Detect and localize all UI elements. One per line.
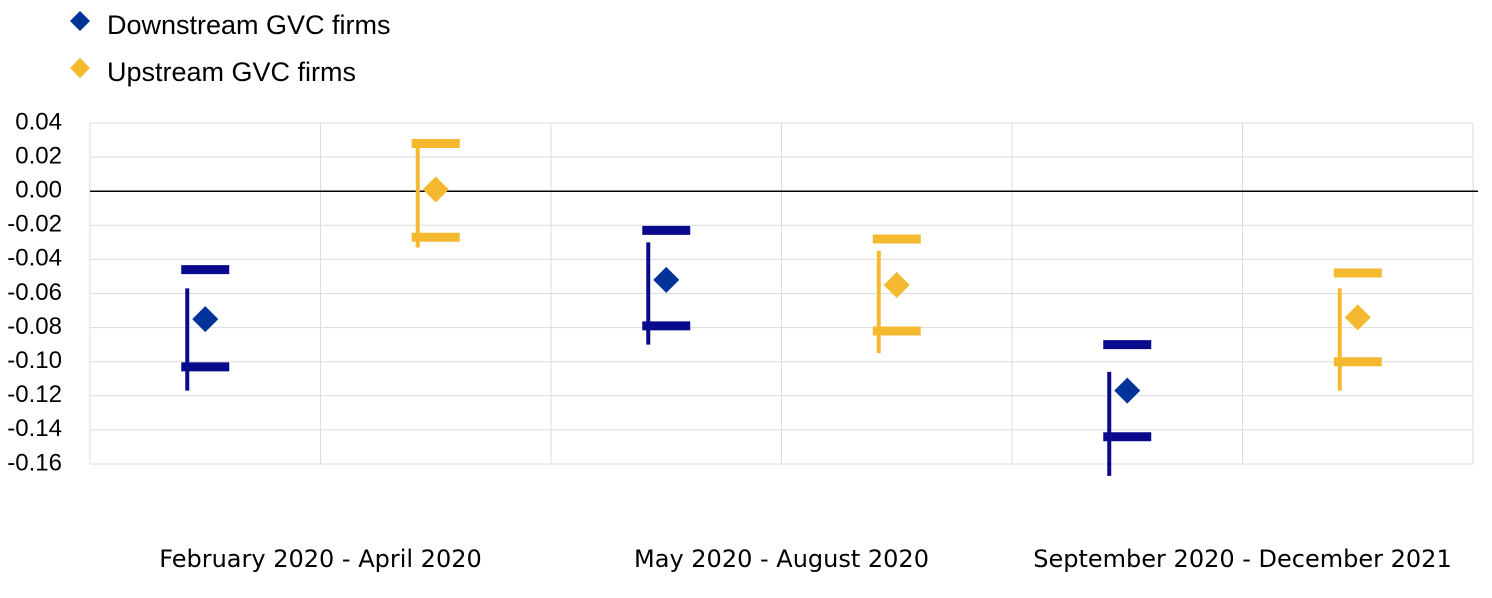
x-tick-label: May 2020 - August 2020 xyxy=(634,545,929,573)
y-tick-label: -0.16 xyxy=(7,449,62,476)
point-estimate xyxy=(422,176,449,203)
y-tick-label: 0.00 xyxy=(15,177,62,204)
y-tick-label: -0.10 xyxy=(7,347,62,374)
y-tick-label: 0.04 xyxy=(15,108,62,135)
x-tick-label: February 2020 - April 2020 xyxy=(159,545,482,573)
y-tick-label: -0.12 xyxy=(7,381,62,408)
y-tick-label: -0.04 xyxy=(7,245,62,272)
y-tick-label: -0.14 xyxy=(7,415,62,442)
point-estimate xyxy=(1114,377,1141,404)
legend-label: Downstream GVC firms xyxy=(107,10,391,40)
point-estimate xyxy=(883,271,910,298)
y-tick-label: -0.06 xyxy=(7,279,62,306)
point-estimate xyxy=(192,306,219,333)
x-tick-label: September 2020 - December 2021 xyxy=(1033,545,1451,573)
legend-marker xyxy=(70,58,90,78)
y-tick-label: -0.08 xyxy=(7,313,62,340)
point-estimate xyxy=(1344,304,1371,331)
point-estimate xyxy=(653,266,680,293)
legend-marker xyxy=(70,11,90,31)
y-tick-label: -0.02 xyxy=(7,211,62,238)
y-tick-label: 0.02 xyxy=(15,142,62,169)
legend-label: Upstream GVC firms xyxy=(107,57,356,87)
